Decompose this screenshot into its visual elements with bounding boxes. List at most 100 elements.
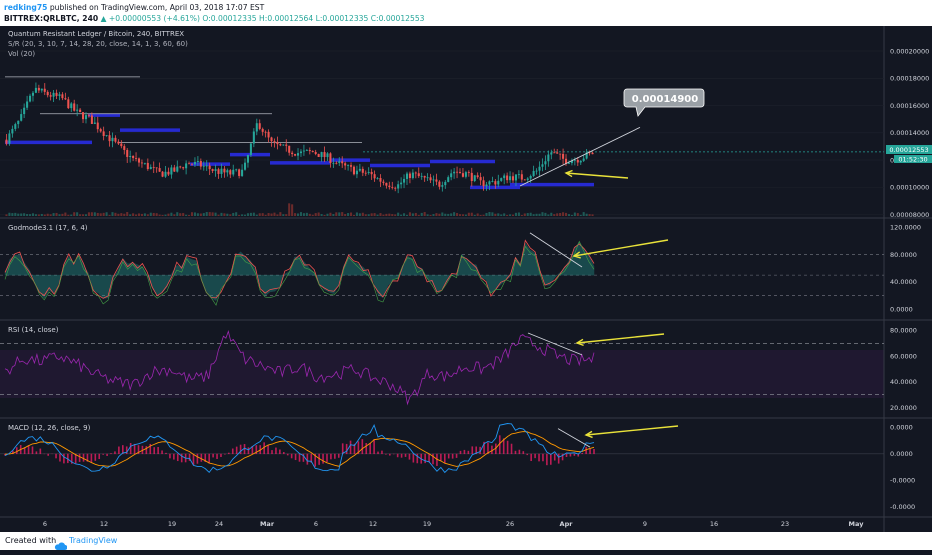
macd-histogram-bar [593, 449, 595, 454]
candle-body [97, 123, 99, 130]
candle-body [268, 132, 270, 138]
pane-axis-tick-label: 0.0000 [890, 450, 913, 458]
volume-bar [527, 213, 529, 216]
candle-body [138, 158, 140, 162]
macd-histogram-bar [346, 444, 348, 454]
candle-body [176, 167, 178, 172]
volume-bar [533, 214, 535, 216]
candle-body [371, 172, 373, 174]
candle-body [444, 182, 446, 185]
volume-bar [347, 213, 349, 216]
volume-bar [120, 213, 122, 216]
candle-body [324, 152, 326, 157]
candle-body [450, 173, 452, 177]
macd-histogram-bar [385, 454, 387, 455]
macd-histogram-bar [526, 454, 528, 455]
volume-bar [329, 213, 331, 216]
volume-bar [571, 215, 573, 216]
volume-bar [374, 213, 376, 216]
macd-histogram-bar [271, 450, 273, 454]
volume-bar [5, 214, 7, 216]
candle-body [321, 152, 323, 157]
candle-body [453, 172, 455, 174]
candle-body [206, 166, 208, 167]
candle-body [412, 173, 414, 178]
candle-body [480, 177, 482, 180]
volume-bar [503, 213, 505, 216]
candle-body [76, 110, 78, 111]
volume-bar [262, 213, 264, 216]
volume-bar [159, 215, 161, 216]
pane-axis-tick-label: 80.0000 [890, 251, 917, 259]
volume-bar [268, 213, 270, 216]
volume-bar [530, 213, 532, 216]
time-axis-label: 26 [506, 520, 514, 528]
candle-body [409, 174, 411, 178]
candle-body [156, 167, 158, 168]
volume-bar [544, 213, 546, 216]
volume-bar [518, 212, 520, 216]
volume-bar [126, 212, 128, 216]
candle-body [50, 95, 52, 97]
sr-indicator-label: S/R (20, 3, 10, 7, 14, 28, 20, close, 14… [8, 40, 188, 48]
macd-histogram-bar [307, 454, 309, 465]
volume-bar [32, 213, 34, 216]
volume-bar [270, 213, 272, 216]
volume-bar [568, 214, 570, 216]
volume-bar [412, 213, 414, 216]
volume-bar [591, 214, 593, 216]
volume-bar [368, 214, 370, 216]
macd-histogram-bar [417, 454, 419, 463]
macd-histogram-bar [322, 454, 324, 464]
footer-bar: Created with TradingView [0, 532, 932, 550]
volume-bar [494, 214, 496, 216]
macd-histogram-bar [405, 454, 407, 457]
volume-bar [318, 212, 320, 216]
candle-body [256, 123, 258, 131]
volume-bar [38, 214, 40, 216]
candle-body [23, 108, 25, 114]
candle-body [397, 184, 399, 188]
volume-bar [73, 212, 75, 216]
volume-bar [61, 214, 63, 216]
volume-bar [215, 213, 217, 216]
volume-bar [273, 213, 275, 216]
volume-bar [44, 215, 46, 216]
volume-bar [359, 213, 361, 216]
candle-body [335, 163, 337, 164]
candle-body [226, 170, 228, 172]
main-axis-tick-label: 0.00016000 [890, 102, 929, 110]
candle-body [153, 167, 155, 168]
volume-bar [382, 215, 384, 216]
chart-canvas[interactable]: 0.000200000.000180000.000160000.00014000… [0, 0, 932, 532]
candle-body [162, 172, 164, 177]
volume-bar [303, 213, 305, 216]
candle-body [415, 173, 417, 174]
candle-body [215, 169, 217, 171]
macd-histogram-bar [507, 441, 509, 454]
candle-body [294, 154, 296, 156]
candle-body [111, 138, 113, 141]
volume-bar [550, 213, 552, 216]
candle-body [44, 89, 46, 92]
volume-bar [164, 215, 166, 216]
macd-histogram-bar [63, 454, 65, 464]
volume-bar [338, 212, 340, 216]
macd-histogram-bar [338, 454, 340, 458]
candle-body [541, 164, 543, 166]
godmode-pane-title: Godmode3.1 (17, 6, 4) [8, 224, 88, 232]
candle-body [106, 135, 108, 136]
tradingview-brand-link[interactable]: TradingView [69, 536, 117, 545]
candle-body [465, 172, 467, 177]
macd-histogram-bar [161, 450, 163, 454]
volume-bar [279, 212, 281, 216]
candle-body [47, 92, 49, 95]
candle-body [359, 169, 361, 171]
macd-histogram-bar [197, 454, 199, 464]
candle-body [141, 163, 143, 164]
candle-body [485, 184, 487, 186]
macd-histogram-bar [448, 454, 450, 459]
candle-body [270, 137, 272, 141]
volume-bar [524, 213, 526, 216]
candle-body [185, 163, 187, 168]
